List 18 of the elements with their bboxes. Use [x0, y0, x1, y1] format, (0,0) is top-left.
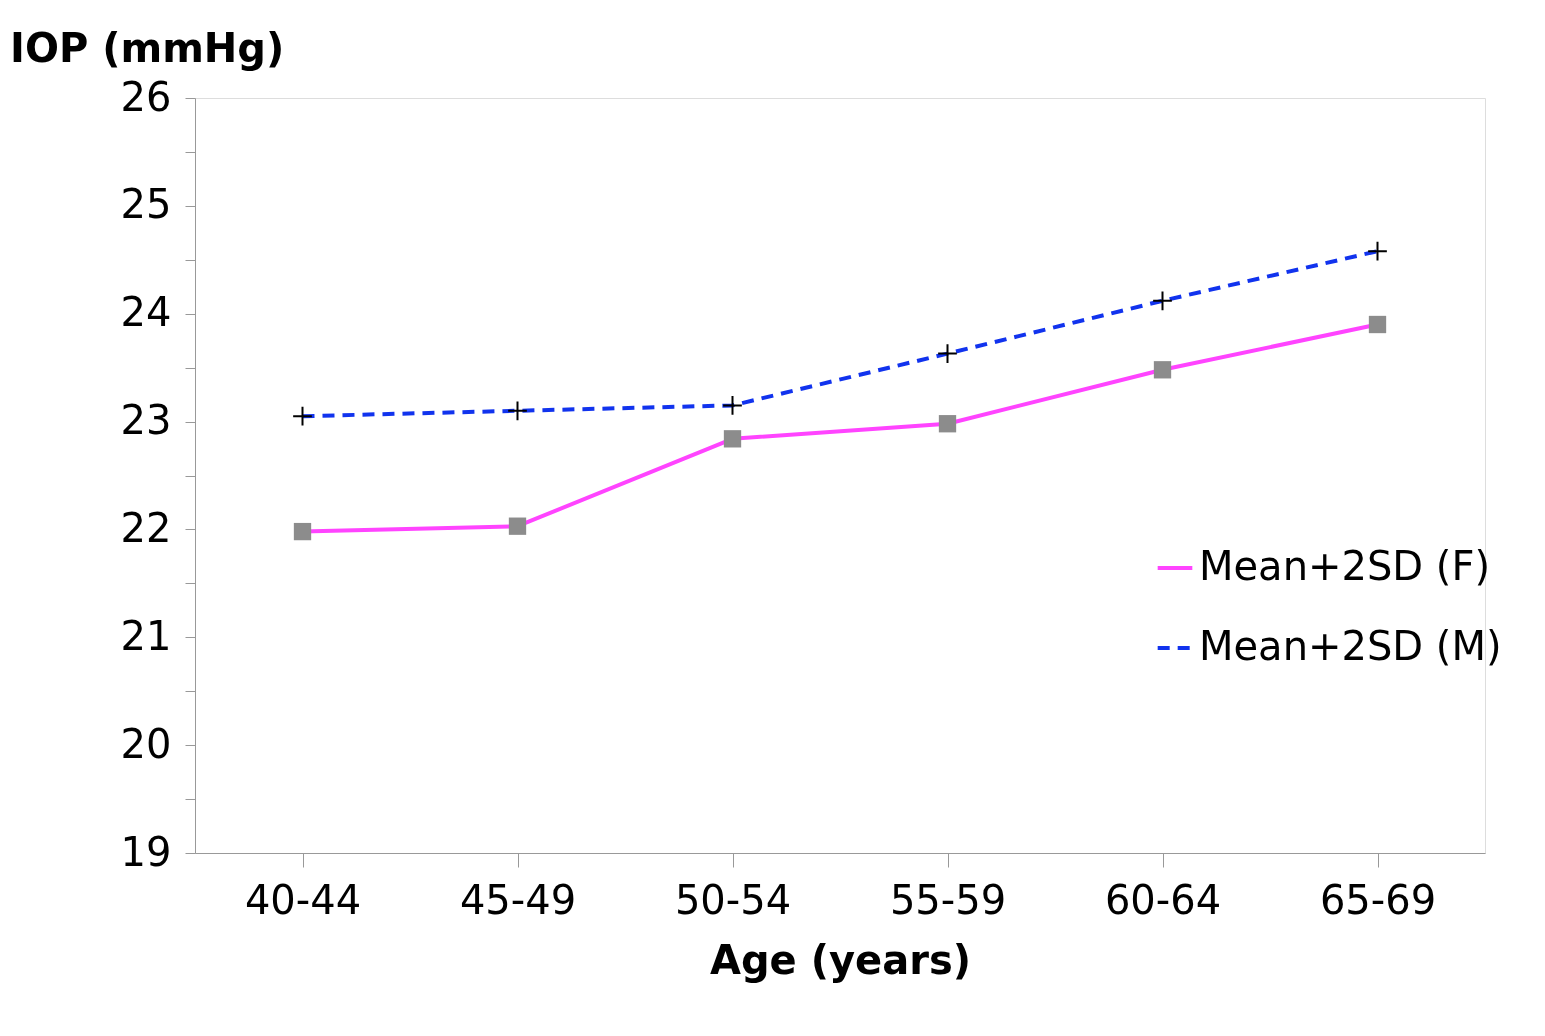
y-tick-label: 19 — [120, 828, 172, 875]
legend-label: Mean+2SD (F) — [1199, 543, 1491, 589]
x-axis-title: Age (years) — [710, 936, 971, 983]
y-tick-label: 23 — [120, 397, 172, 444]
y-tick-label: 24 — [120, 289, 172, 336]
y-axis-title: IOP (mmHg) — [10, 25, 285, 71]
x-tick-label: 45-49 — [459, 876, 577, 923]
x-tick-label: 65-69 — [1319, 876, 1437, 923]
y-tick-label: 20 — [120, 720, 172, 767]
y-tick-label: 22 — [120, 504, 172, 551]
legend-label: Mean+2SD (M) — [1199, 623, 1502, 669]
y-tick-label: 26 — [120, 73, 172, 120]
x-tick-label: 50-54 — [674, 876, 792, 923]
y-tick-label: 21 — [120, 612, 172, 659]
x-tick-label: 60-64 — [1104, 876, 1222, 923]
x-tick-label: 55-59 — [889, 876, 1007, 923]
y-tick-label: 25 — [120, 181, 172, 228]
x-tick-label: 40-44 — [244, 876, 362, 923]
